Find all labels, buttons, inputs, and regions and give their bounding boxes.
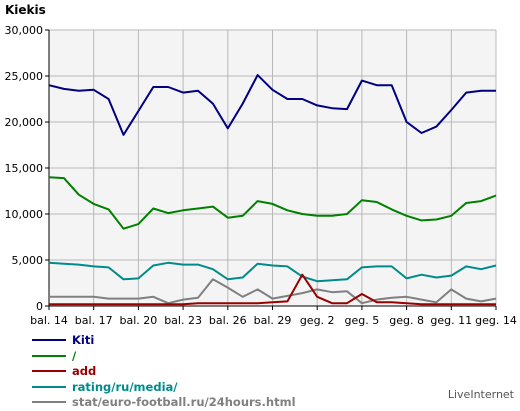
y-tick-label: 20,000	[5, 116, 44, 129]
x-tick-label: geg. 2	[300, 314, 335, 327]
legend-label: add	[72, 364, 97, 378]
x-tick-label: bal. 20	[120, 314, 158, 327]
legend-swatch	[32, 339, 66, 341]
y-tick-label: 25,000	[5, 70, 44, 83]
x-tick-label: bal. 26	[209, 314, 247, 327]
series-line	[49, 278, 497, 305]
x-tick-label: bal. 17	[75, 314, 113, 327]
x-tick-label: geg. 11	[430, 314, 472, 327]
x-tick-label: geg. 8	[389, 314, 424, 327]
legend-label: /	[72, 348, 77, 363]
legend-label: rating/ru/media/	[72, 379, 178, 394]
chart-series	[48, 74, 497, 306]
legend-swatch	[32, 401, 66, 403]
series-line	[48, 261, 497, 283]
x-tick-label: bal. 14	[30, 314, 68, 327]
legend-label: Kiti	[72, 333, 95, 347]
legend-swatch	[32, 354, 66, 357]
y-tick-label: 15,000	[5, 162, 44, 175]
y-tick-label: 0	[36, 300, 43, 313]
liveinternet-credit: LiveInternet	[447, 388, 514, 401]
x-tick-label: geg. 14	[475, 314, 517, 327]
series-line	[49, 273, 496, 306]
legend-swatch	[32, 370, 66, 372]
x-tick-label: bal. 23	[164, 314, 202, 327]
series-line	[48, 176, 497, 230]
x-tick-label: bal. 29	[254, 314, 292, 327]
series-line	[48, 74, 496, 136]
y-tick-label: 30,000	[5, 24, 44, 37]
y-tick-label: 10,000	[5, 208, 44, 221]
chart-title: Kiekis	[5, 3, 46, 17]
legend-label: stat/euro-football.ru/24hours.html	[72, 395, 296, 409]
chart-grid	[48, 29, 497, 307]
x-tick-label: geg. 5	[345, 314, 380, 327]
legend-swatch	[32, 385, 66, 388]
y-tick-label: 5,000	[12, 254, 44, 267]
chart-axes: 0 5,000 10,000 15,000 20,000 25,000 30,000 bal.…	[5, 24, 517, 327]
